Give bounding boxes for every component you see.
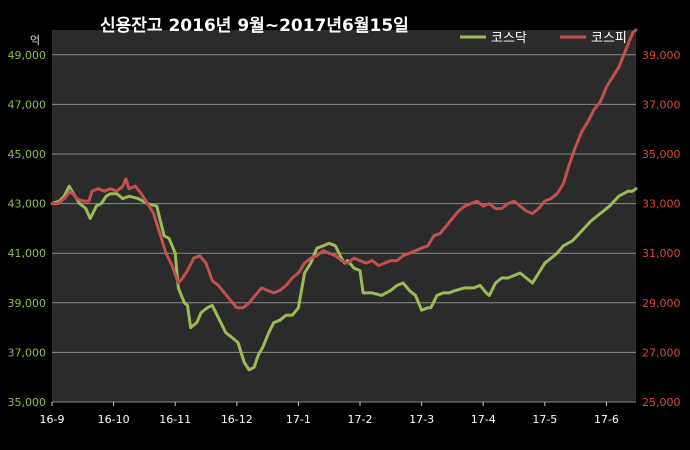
right-axis-tick-label: 39,000 (642, 49, 681, 62)
legend-label: 코스닥 (491, 31, 527, 46)
x-axis-tick-label: 16-10 (98, 413, 130, 426)
right-axis-tick-label: 35,000 (642, 148, 681, 161)
right-axis-tick-label: 25,000 (642, 396, 681, 409)
chart-title: 신용잔고 2016년 9월~2017년6월15일 (100, 16, 409, 36)
left-axis-tick-label: 49,000 (8, 49, 47, 62)
x-axis-tick-label: 17-5 (532, 413, 557, 426)
legend-label: 코스피 (591, 31, 627, 46)
left-axis-tick-label: 43,000 (8, 198, 47, 211)
x-axis-tick-label: 17-3 (409, 413, 434, 426)
gridlines (52, 54, 636, 403)
x-axis: 16-9 16-10 16-11 16-12 17-1 17-2 17-3 17-4 17-5 1… (40, 402, 619, 426)
series-lines (50, 28, 638, 372)
right-axis-tick-label: 31,000 (642, 247, 681, 260)
left-axis-tick-label: 41,000 (8, 247, 47, 260)
right-axis-tick-label: 33,000 (642, 198, 681, 211)
x-axis-tick-label: 17-4 (471, 413, 496, 426)
right-axis-tick-label: 27,000 (642, 346, 681, 359)
right-axis-tick-label: 37,000 (642, 98, 681, 111)
series-line-kospi (50, 28, 638, 310)
left-axis-unit: 억 (30, 34, 40, 47)
x-axis-tick-label: 17-2 (348, 413, 373, 426)
left-axis-tick-label: 45,000 (8, 148, 47, 161)
x-axis-tick-label: 16-12 (221, 413, 253, 426)
left-axis-tick-label: 37,000 (8, 346, 47, 359)
x-axis-tick-label: 17-6 (594, 413, 619, 426)
right-axis: 25,000 27,000 29,000 31,000 33,000 35,000 37,0… (642, 49, 681, 409)
left-axis: 35,000 37,000 39,000 41,000 43,000 45,000 47,0… (8, 49, 47, 409)
left-axis-tick-label: 35,000 (8, 396, 47, 409)
x-axis-tick-label: 17-1 (286, 413, 311, 426)
plot-area (52, 30, 636, 402)
left-axis-tick-label: 47,000 (8, 98, 47, 111)
left-axis-tick-label: 39,000 (8, 297, 47, 310)
x-axis-tick-label: 16-11 (159, 413, 191, 426)
legend: 코스닥 코스피 (460, 31, 627, 46)
x-axis-tick-label: 16-9 (40, 413, 65, 426)
right-axis-tick-label: 29,000 (642, 297, 681, 310)
